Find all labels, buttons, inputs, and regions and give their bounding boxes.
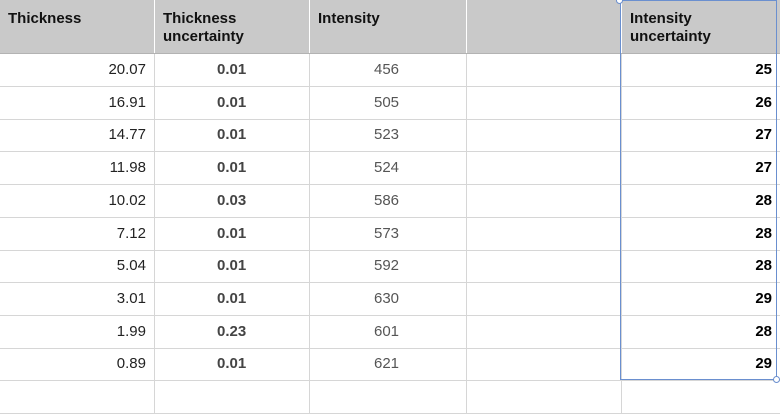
table-row: 16.91 0.01 505 26 bbox=[0, 86, 780, 120]
cell-intensity[interactable]: 456 bbox=[310, 54, 467, 86]
cell-intensity-uncertainty[interactable]: 28 bbox=[755, 191, 772, 209]
cell-empty[interactable] bbox=[467, 315, 622, 348]
cell-intensity[interactable] bbox=[310, 381, 467, 413]
header-cell-thickness[interactable]: Thickness bbox=[0, 0, 155, 53]
cell-thickness[interactable]: 3.01 bbox=[0, 282, 155, 315]
cell-intensity-uncertainty[interactable]: 25 bbox=[755, 61, 772, 78]
cell-empty[interactable] bbox=[467, 54, 622, 86]
cell-thickness[interactable]: 16.91 bbox=[0, 86, 155, 119]
cell-intensity[interactable]: 601 bbox=[310, 315, 467, 348]
cell-empty[interactable] bbox=[467, 184, 622, 217]
header-row: Thickness Thickness uncertainty Intensit… bbox=[0, 0, 780, 54]
cell-intensity[interactable]: 573 bbox=[310, 217, 467, 250]
cell-thickness-uncertainty[interactable] bbox=[155, 381, 310, 413]
cell-intensity[interactable]: 505 bbox=[310, 86, 467, 119]
cell-thickness-uncertainty[interactable]: 0.01 bbox=[155, 54, 310, 86]
header-label-intensity: Intensity bbox=[318, 10, 380, 27]
table-row: 3.01 0.01 630 29 bbox=[0, 282, 780, 316]
cell-thickness-uncertainty[interactable]: 0.01 bbox=[155, 119, 310, 152]
cell-intensity[interactable]: 523 bbox=[310, 119, 467, 152]
cell-intensity[interactable]: 630 bbox=[310, 282, 467, 315]
cell-empty[interactable] bbox=[467, 381, 622, 413]
cell-thickness-uncertainty[interactable]: 0.01 bbox=[155, 348, 310, 381]
table-row: 14.77 0.01 523 27 bbox=[0, 119, 780, 153]
cell-intensity[interactable]: 592 bbox=[310, 250, 467, 283]
cell-thickness[interactable] bbox=[0, 381, 155, 413]
cell-thickness-uncertainty[interactable]: 0.01 bbox=[155, 86, 310, 119]
cell-empty[interactable] bbox=[467, 282, 622, 315]
header-label-thickness-uncertainty: Thickness uncertainty bbox=[163, 10, 244, 45]
cell-intensity[interactable]: 524 bbox=[310, 152, 467, 185]
table-row: 7.12 0.01 573 28 bbox=[0, 217, 780, 251]
cell-empty[interactable] bbox=[467, 119, 622, 152]
cell-empty[interactable] bbox=[467, 152, 622, 185]
table-row: 10.02 0.03 586 28 bbox=[0, 184, 780, 218]
cell-thickness[interactable]: 1.99 bbox=[0, 315, 155, 348]
header-cell-intensity[interactable]: Intensity bbox=[310, 0, 467, 53]
cell-intensity-uncertainty[interactable]: 28 bbox=[755, 224, 772, 242]
selection-handle-top[interactable] bbox=[616, 0, 623, 4]
cell-empty[interactable] bbox=[467, 217, 622, 250]
cell-thickness-uncertainty[interactable]: 0.01 bbox=[155, 217, 310, 250]
cell-thickness-uncertainty[interactable]: 0.03 bbox=[155, 184, 310, 217]
header-cell-empty[interactable] bbox=[467, 0, 622, 53]
cell-intensity-uncertainty[interactable] bbox=[622, 381, 780, 413]
cell-thickness[interactable]: 14.77 bbox=[0, 119, 155, 152]
cell-thickness[interactable]: 0.89 bbox=[0, 348, 155, 381]
selection-handle-bottom[interactable] bbox=[773, 376, 780, 383]
cell-intensity-uncertainty[interactable]: 28 bbox=[755, 322, 772, 340]
table-row: 20.07 0.01 456 25 bbox=[0, 54, 780, 87]
table-row: 11.98 0.01 524 27 bbox=[0, 152, 780, 186]
cell-thickness[interactable]: 7.12 bbox=[0, 217, 155, 250]
cell-empty[interactable] bbox=[467, 348, 622, 381]
table-row: 0.89 0.01 621 29 bbox=[0, 348, 780, 382]
cell-empty[interactable] bbox=[467, 86, 622, 119]
cell-thickness[interactable]: 5.04 bbox=[0, 250, 155, 283]
cell-intensity-uncertainty[interactable]: 26 bbox=[755, 93, 772, 111]
header-label-thickness: Thickness bbox=[8, 10, 82, 27]
cell-thickness[interactable]: 20.07 bbox=[0, 54, 155, 86]
cell-thickness-uncertainty[interactable]: 0.01 bbox=[155, 152, 310, 185]
header-cell-intensity-uncertainty[interactable]: Intensity uncertainty bbox=[622, 0, 780, 53]
cell-thickness-uncertainty[interactable]: 0.01 bbox=[155, 282, 310, 315]
table-row: 5.04 0.01 592 28 bbox=[0, 250, 780, 284]
cell-intensity-uncertainty[interactable]: 29 bbox=[755, 355, 772, 373]
header-cell-thickness-uncertainty[interactable]: Thickness uncertainty bbox=[155, 0, 310, 53]
cell-intensity-uncertainty[interactable]: 29 bbox=[755, 289, 772, 307]
cell-thickness[interactable]: 11.98 bbox=[0, 152, 155, 185]
cell-thickness-uncertainty[interactable]: 0.01 bbox=[155, 250, 310, 283]
cell-intensity[interactable]: 621 bbox=[310, 348, 467, 381]
table-row: 1.99 0.23 601 28 bbox=[0, 315, 780, 349]
cell-empty[interactable] bbox=[467, 250, 622, 283]
cell-intensity[interactable]: 586 bbox=[310, 184, 467, 217]
cell-intensity-uncertainty[interactable]: 28 bbox=[755, 257, 772, 275]
cell-intensity-uncertainty[interactable]: 27 bbox=[755, 126, 772, 144]
cell-thickness-uncertainty[interactable]: 0.23 bbox=[155, 315, 310, 348]
header-label-intensity-uncertainty: Intensity uncertainty bbox=[630, 10, 711, 45]
cell-thickness[interactable]: 10.02 bbox=[0, 184, 155, 217]
table-row bbox=[0, 381, 780, 414]
cell-intensity-uncertainty[interactable]: 27 bbox=[755, 159, 772, 177]
